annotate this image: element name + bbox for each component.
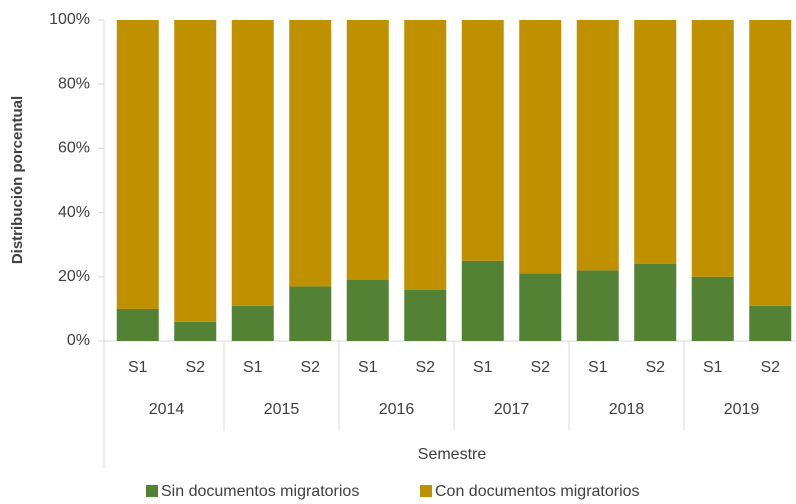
group-label: 2014 [149, 401, 185, 418]
bar-segment [404, 289, 447, 341]
bar-segment [749, 305, 792, 341]
bar-segment [576, 270, 619, 341]
bar-segment [634, 263, 677, 341]
y-tick-label: 100% [49, 11, 90, 28]
bar-segment [174, 321, 217, 341]
group-label: 2016 [379, 401, 415, 418]
legend-swatch [420, 485, 432, 497]
x-tick-label: S1 [128, 359, 148, 376]
y-tick-label: 60% [58, 140, 90, 157]
x-tick-label: S2 [300, 359, 320, 376]
group-label: 2017 [494, 401, 530, 418]
y-tick-label: 40% [58, 204, 90, 221]
bar-segment [404, 20, 447, 290]
legend-label: Con documentos migratorios [435, 483, 640, 500]
x-tick-label: S2 [185, 359, 205, 376]
group-label: 2019 [724, 401, 760, 418]
x-tick-label: S1 [473, 359, 493, 376]
bar-segment [346, 280, 389, 341]
legend-swatch [146, 485, 158, 497]
x-tick-label: S1 [358, 359, 378, 376]
x-tick-label: S2 [645, 359, 665, 376]
bar-segment [461, 260, 504, 341]
bar-segment [519, 20, 562, 274]
y-tick-label: 0% [67, 332, 90, 349]
bar-segment [116, 20, 159, 309]
bar-segment [634, 20, 677, 264]
x-tick-label: S2 [760, 359, 780, 376]
bar-segment [289, 286, 332, 341]
bar-segment [174, 20, 217, 322]
x-tick-label: S1 [243, 359, 263, 376]
y-tick-label: 80% [58, 75, 90, 92]
group-label: 2015 [264, 401, 300, 418]
bar-segment [289, 20, 332, 287]
x-tick-label: S1 [588, 359, 608, 376]
bar-segment [691, 20, 734, 277]
y-axis-label: Distribución porcentual [9, 96, 26, 264]
y-tick-label: 20% [58, 268, 90, 285]
bar-segment [231, 305, 274, 341]
bar-segment [231, 20, 274, 306]
x-tick-label: S1 [703, 359, 723, 376]
x-axis-label: Semestre [418, 446, 487, 463]
bar-segment [691, 276, 734, 341]
bar-segment [576, 20, 619, 271]
bar-segment [519, 273, 562, 341]
x-tick-label: S2 [530, 359, 550, 376]
bar-segment [461, 20, 504, 261]
group-label: 2018 [609, 401, 645, 418]
legend-label: Sin documentos migratorios [161, 483, 359, 500]
bar-segment [116, 308, 159, 341]
x-tick-label: S2 [415, 359, 435, 376]
bar-segment [749, 20, 792, 306]
bar-segment [346, 20, 389, 281]
